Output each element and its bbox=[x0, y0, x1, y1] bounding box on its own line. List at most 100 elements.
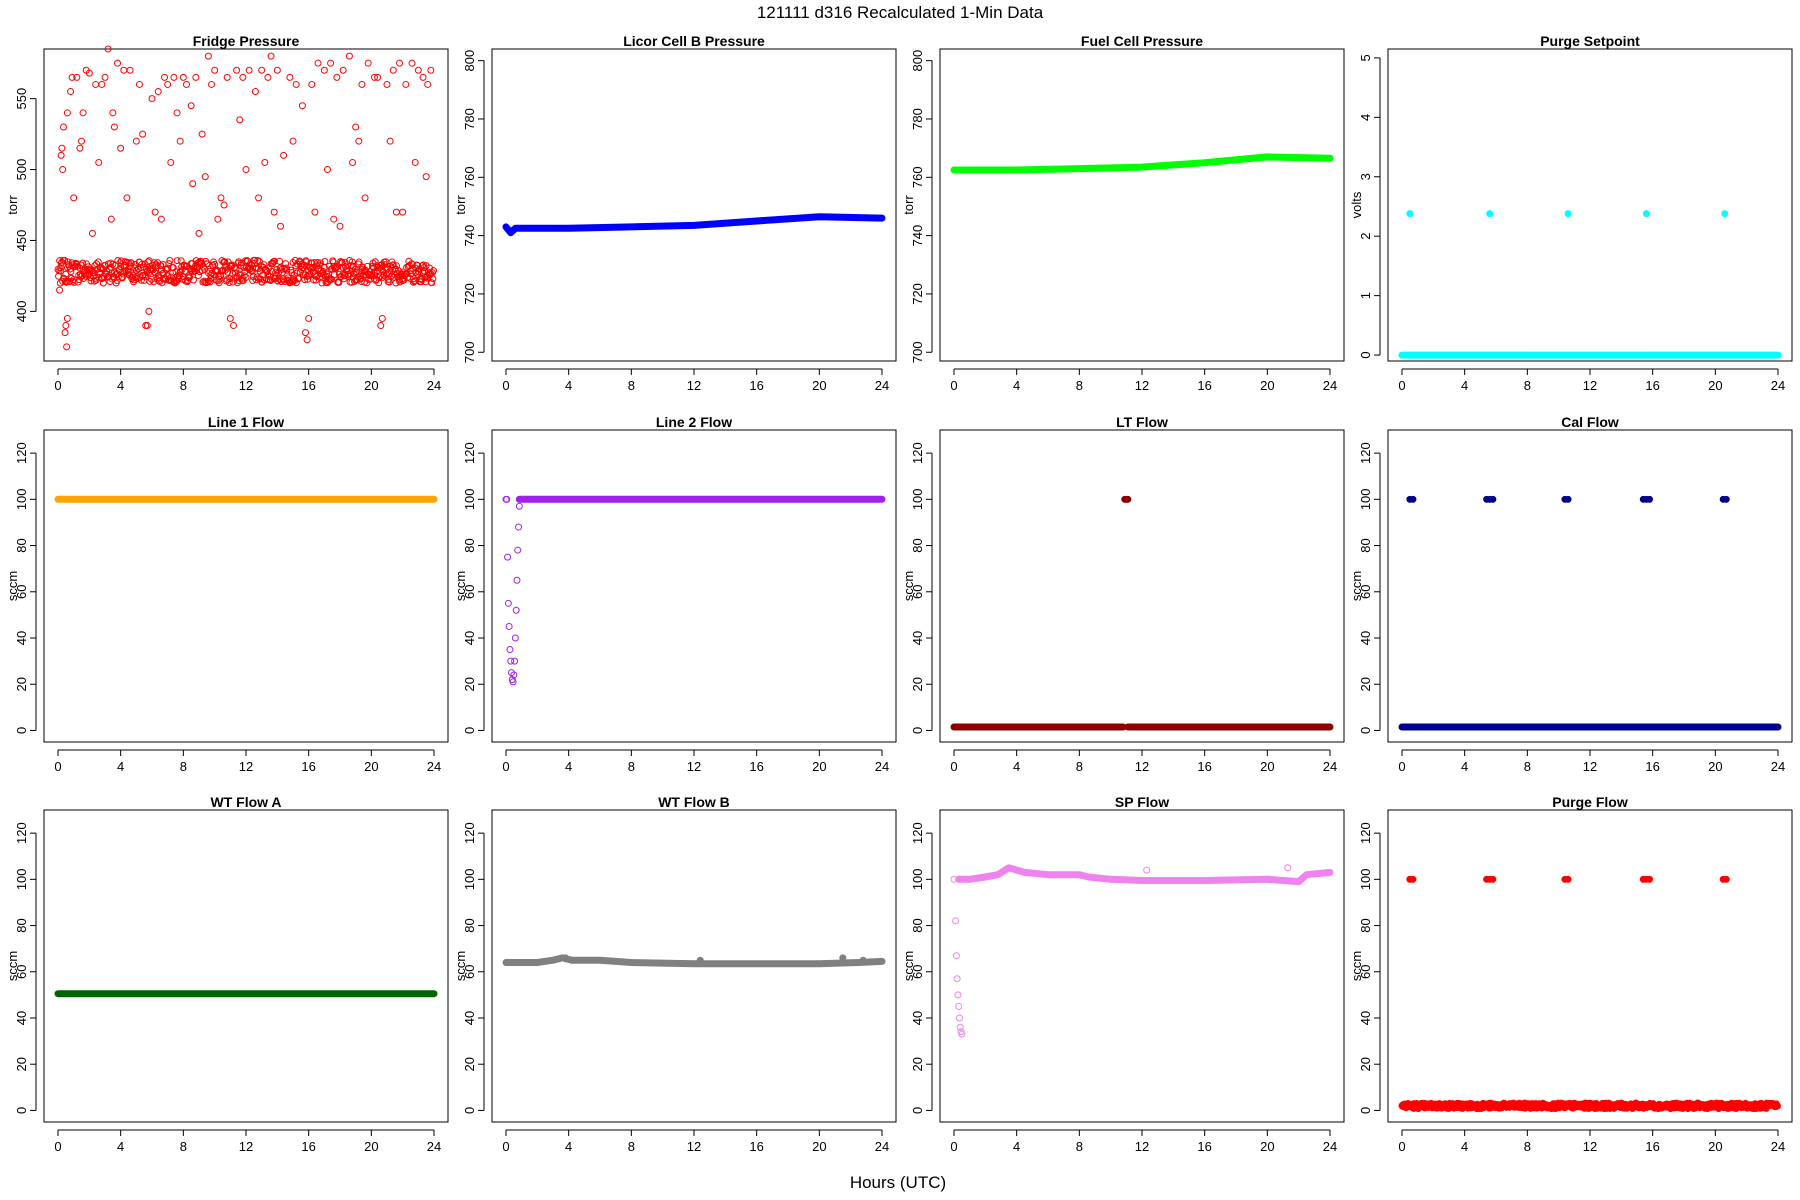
data-point bbox=[511, 634, 519, 642]
y-axis-label: sccm bbox=[1349, 951, 1364, 981]
x-tick-label: 20 bbox=[812, 1139, 826, 1154]
x-tick-label: 12 bbox=[239, 378, 253, 393]
data-point bbox=[114, 59, 122, 67]
data-point bbox=[352, 269, 360, 277]
x-tick-label: 8 bbox=[180, 759, 187, 774]
data-point bbox=[411, 158, 419, 166]
data-point bbox=[233, 66, 241, 74]
panel-title: Purge Setpoint bbox=[1540, 33, 1640, 49]
y-tick-label: 120 bbox=[910, 822, 925, 844]
data-point bbox=[120, 66, 128, 74]
x-tick-label: 4 bbox=[1461, 1139, 1468, 1154]
data-point bbox=[204, 52, 212, 60]
x-tick-label: 0 bbox=[1398, 1139, 1405, 1154]
data-point bbox=[370, 73, 378, 81]
x-tick-label: 12 bbox=[1583, 1139, 1597, 1154]
data-point bbox=[314, 59, 322, 67]
data-point bbox=[1489, 875, 1497, 883]
y-tick-label: 4 bbox=[1358, 114, 1373, 121]
x-tick-label: 0 bbox=[1398, 759, 1405, 774]
y-tick-label: 720 bbox=[910, 283, 925, 305]
x-tick-label: 16 bbox=[1197, 1139, 1211, 1154]
y-tick-label: 3 bbox=[1358, 173, 1373, 180]
data-point bbox=[297, 262, 305, 270]
x-tick-label: 16 bbox=[1197, 378, 1211, 393]
data-point bbox=[223, 73, 231, 81]
data-point bbox=[330, 215, 338, 223]
data-point bbox=[62, 322, 70, 330]
data-point bbox=[261, 158, 269, 166]
series-band bbox=[955, 864, 1334, 886]
data-point bbox=[74, 262, 82, 270]
y-tick-label: 80 bbox=[462, 918, 477, 932]
x-tick-label: 12 bbox=[1135, 378, 1149, 393]
y-tick-label: 100 bbox=[462, 488, 477, 510]
data-point bbox=[182, 80, 190, 88]
y-tick-label: 60 bbox=[1358, 965, 1373, 979]
y-tick-label: 760 bbox=[462, 166, 477, 188]
y-tick-label: 700 bbox=[462, 341, 477, 363]
data-point bbox=[114, 257, 122, 265]
plot-frame bbox=[1387, 48, 1793, 362]
x-tick-label: 8 bbox=[180, 378, 187, 393]
plot-frame bbox=[43, 429, 449, 743]
y-tick-label: 40 bbox=[14, 631, 29, 645]
y-tick-label: 60 bbox=[910, 965, 925, 979]
data-point bbox=[57, 151, 65, 159]
y-tick-label: 60 bbox=[14, 585, 29, 599]
data-point bbox=[146, 277, 154, 285]
x-tick-label: 24 bbox=[427, 378, 441, 393]
data-point bbox=[292, 80, 300, 88]
data-point bbox=[154, 88, 162, 96]
y-tick-label: 120 bbox=[14, 442, 29, 464]
x-tick-label: 12 bbox=[1135, 759, 1149, 774]
data-point bbox=[177, 267, 185, 275]
y-tick-label: 0 bbox=[1358, 351, 1373, 358]
data-point bbox=[151, 208, 159, 216]
data-point bbox=[273, 266, 281, 274]
x-tick-label: 12 bbox=[687, 759, 701, 774]
data-point bbox=[145, 307, 153, 315]
data-point bbox=[59, 166, 67, 174]
data-point bbox=[321, 258, 329, 266]
data-point bbox=[510, 671, 518, 679]
x-tick-label: 24 bbox=[875, 1139, 889, 1154]
x-tick-label: 8 bbox=[628, 759, 635, 774]
x-tick-label: 16 bbox=[1197, 759, 1211, 774]
plot-frame bbox=[491, 48, 897, 362]
data-point bbox=[952, 952, 960, 960]
data-point bbox=[220, 201, 228, 209]
data-point bbox=[239, 73, 247, 81]
panel-title: WT Flow A bbox=[210, 794, 281, 810]
data-point bbox=[272, 269, 280, 277]
data-point bbox=[361, 194, 369, 202]
data-point bbox=[251, 256, 259, 264]
plot-frame bbox=[1387, 809, 1793, 1123]
data-point bbox=[59, 123, 67, 131]
data-point bbox=[56, 286, 64, 294]
data-point bbox=[362, 266, 370, 274]
data-point bbox=[399, 208, 407, 216]
x-tick-label: 8 bbox=[1524, 759, 1531, 774]
data-point bbox=[199, 278, 207, 286]
data-point bbox=[126, 262, 134, 270]
data-point bbox=[333, 73, 341, 81]
y-tick-label: 740 bbox=[462, 225, 477, 247]
y-tick-label: 0 bbox=[462, 727, 477, 734]
data-point bbox=[211, 66, 219, 74]
data-point bbox=[327, 59, 335, 67]
y-tick-label: 400 bbox=[14, 301, 29, 323]
data-point bbox=[1722, 495, 1730, 503]
y-tick-label: 20 bbox=[462, 1057, 477, 1071]
data-point bbox=[402, 80, 410, 88]
data-point bbox=[68, 73, 76, 81]
data-point bbox=[123, 194, 131, 202]
y-tick-label: 800 bbox=[910, 50, 925, 72]
y-tick-label: 80 bbox=[910, 918, 925, 932]
data-point bbox=[258, 66, 266, 74]
figure-xlabel: Hours (UTC) bbox=[850, 1173, 946, 1192]
x-tick-label: 12 bbox=[687, 378, 701, 393]
data-point bbox=[206, 278, 214, 286]
data-point bbox=[414, 66, 422, 74]
data-point bbox=[101, 73, 109, 81]
